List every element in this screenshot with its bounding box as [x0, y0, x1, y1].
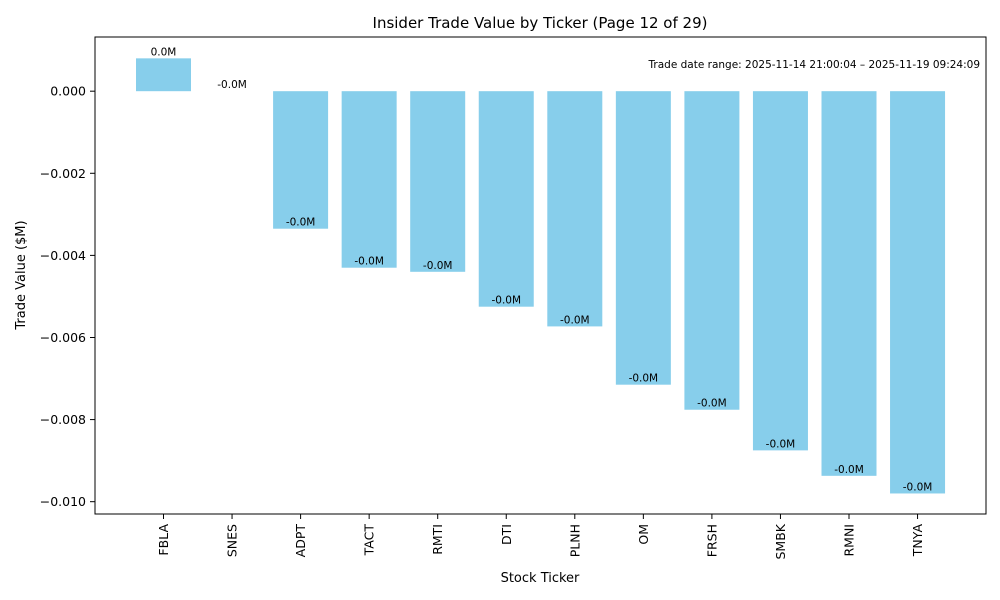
- data-labels-group: 0.0M -0.0M -0.0M -0.0M -0.0M -0.0M -0.0M -0.0M -…: [151, 46, 933, 493]
- x-tick-label-rmti: RMTI: [430, 524, 445, 555]
- data-label-tact: -0.0M: [354, 256, 384, 268]
- data-label-tnya: -0.0M: [903, 481, 933, 493]
- trade-date-annotation: Trade date range: 2025-11-14 21:00:04 – …: [648, 59, 980, 71]
- y-tick-label: −0.008: [40, 412, 86, 427]
- y-tick-label: −0.010: [40, 494, 86, 509]
- x-tick-label-plnh: PLNH: [567, 524, 582, 557]
- data-label-frsh: -0.0M: [697, 398, 727, 410]
- x-tick-label-tact: TACT: [362, 524, 377, 557]
- x-tick-label-frsh: FRSH: [704, 524, 719, 557]
- data-label-plnh: -0.0M: [560, 314, 590, 326]
- plot-frame: [94, 36, 987, 515]
- bar-fbla: [136, 58, 191, 92]
- bar-plnh: [547, 91, 603, 327]
- data-label-snes: -0.0M: [217, 79, 247, 91]
- x-tick-label-fbla: FBLA: [156, 524, 171, 556]
- data-label-smbk: -0.0M: [766, 438, 796, 450]
- bar-rmni: [821, 91, 877, 476]
- y-tick-label: −0.006: [40, 330, 86, 345]
- y-tick-label: 0.000: [50, 84, 86, 99]
- x-axis-ticks: FBLA SNES ADPT TACT RMTI DTI PLNH OM FRSH SMBK RMN…: [156, 514, 925, 560]
- x-tick-label-rmni: RMNI: [842, 524, 857, 557]
- data-label-om: -0.0M: [629, 373, 659, 385]
- chart-title: Insider Trade Value by Ticker (Page 12 o…: [373, 14, 708, 32]
- bars-group: [136, 58, 946, 494]
- x-axis-label: Stock Ticker: [501, 571, 580, 586]
- data-label-rmni: -0.0M: [834, 464, 864, 476]
- data-label-rmti: -0.0M: [423, 260, 453, 272]
- bar-smbk: [752, 91, 808, 451]
- y-axis-label: Trade Value ($M): [14, 220, 29, 330]
- x-tick-label-tnya: TNYA: [910, 524, 925, 558]
- x-tick-label-dti: DTI: [499, 524, 514, 545]
- y-tick-label: −0.002: [40, 166, 86, 181]
- data-label-fbla: 0.0M: [151, 46, 177, 58]
- data-label-dti: -0.0M: [491, 295, 521, 307]
- x-tick-label-adpt: ADPT: [293, 524, 308, 558]
- bar-om: [615, 91, 671, 385]
- x-tick-label-smbk: SMBK: [773, 523, 788, 559]
- bar-dti: [478, 91, 534, 307]
- y-axis-ticks: 0.000 −0.002 −0.004 −0.006 −0.008 −0.010: [40, 84, 95, 509]
- data-label-adpt: -0.0M: [286, 217, 316, 229]
- y-tick-label: −0.004: [40, 248, 86, 263]
- bar-adpt: [273, 91, 329, 229]
- bar-frsh: [684, 91, 740, 410]
- x-tick-label-snes: SNES: [225, 524, 240, 557]
- bar-rmti: [410, 91, 466, 272]
- bar-tnya: [890, 91, 946, 494]
- bar-tact: [341, 91, 397, 268]
- x-tick-label-om: OM: [636, 524, 651, 545]
